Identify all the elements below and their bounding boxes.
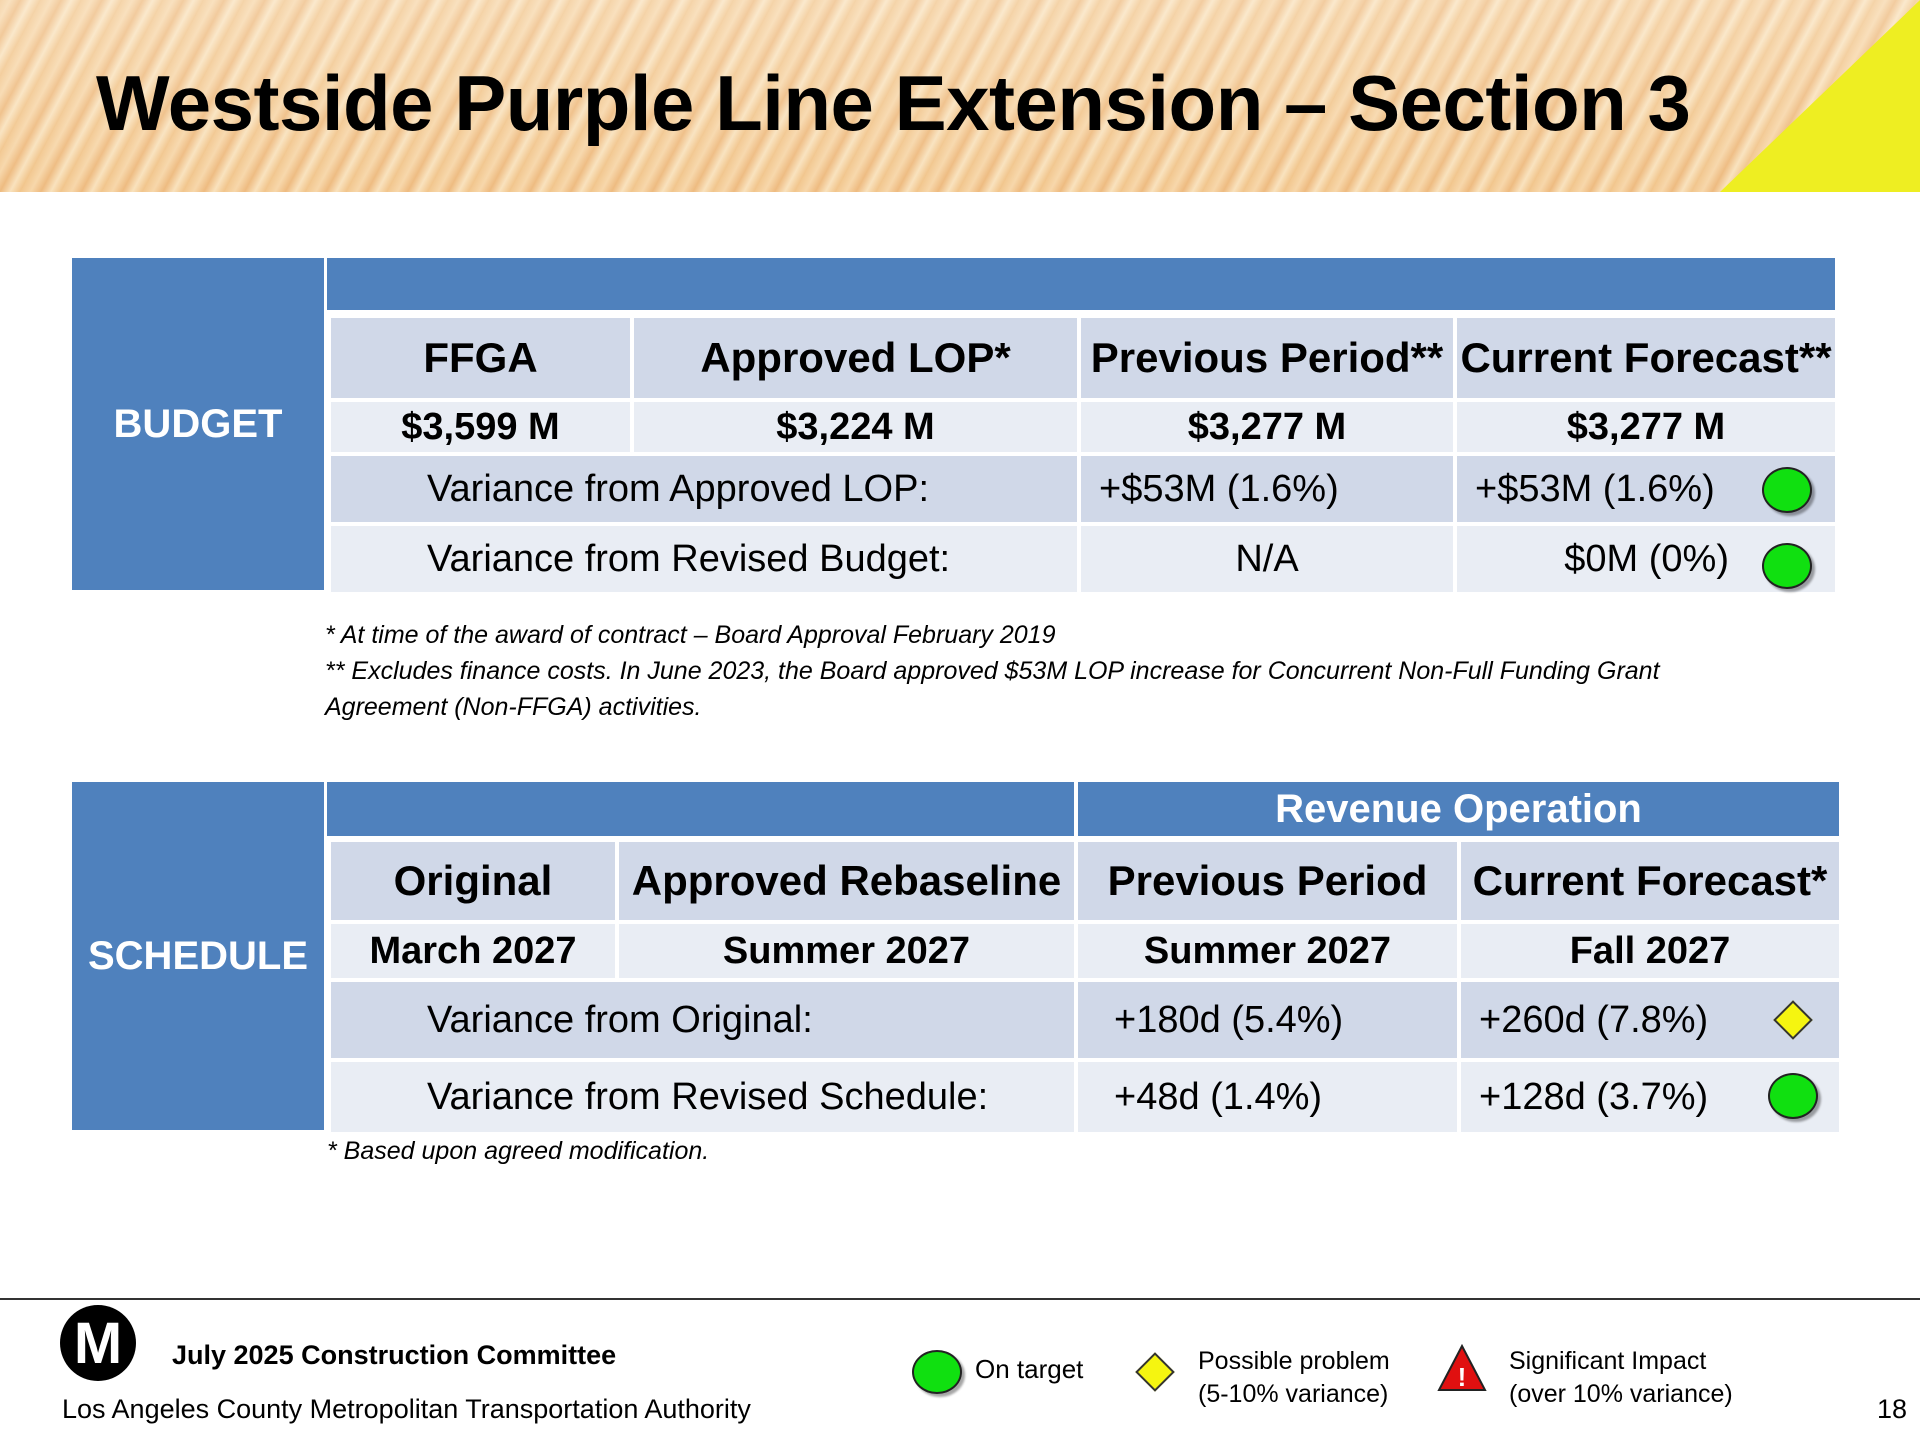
budget-value-ffga: $3,599 M: [331, 402, 630, 452]
budget-value-previous-period: $3,277 M: [1081, 402, 1453, 452]
budget-footnote-2: ** Excludes finance costs. In June 2023,…: [325, 657, 1660, 685]
schedule-header-current-forecast: Current Forecast*: [1461, 842, 1839, 920]
budget-label: BUDGET: [72, 258, 324, 590]
committee-title: July 2025 Construction Committee: [172, 1340, 617, 1370]
legend-possible-problem-detail: (5-10% variance): [1198, 1380, 1389, 1408]
schedule-value-approved-rebaseline: Summer 2027: [619, 924, 1074, 978]
header-banner: [0, 0, 1920, 192]
footer-divider: [0, 1298, 1920, 1300]
schedule-header-previous-period: Previous Period: [1078, 842, 1457, 920]
budget-footnote-1: * At time of the award of contract – Boa…: [325, 621, 1056, 649]
on-target-circle-icon: [1762, 543, 1812, 589]
budget-top-bar: [327, 258, 1835, 310]
legend-significant-impact-detail: (over 10% variance): [1509, 1380, 1733, 1408]
budget-header-approved-lop: Approved LOP*: [634, 318, 1077, 398]
schedule-variance-label: Variance from Original:: [331, 982, 1074, 1058]
budget-variance-current: +$53M (1.6%): [1457, 456, 1835, 522]
page-number: 18: [1877, 1394, 1908, 1424]
legend-on-target: On target: [975, 1354, 1084, 1384]
budget-header-ffga: FFGA: [331, 318, 630, 398]
budget-value-approved-lop: $3,224 M: [634, 402, 1077, 452]
budget-footnote-3: Agreement (Non-FFGA) activities.: [325, 693, 702, 721]
budget-header-current-forecast: Current Forecast**: [1457, 318, 1835, 398]
schedule-variance-previous: +180d (5.4%): [1078, 982, 1457, 1058]
metro-logo: M: [60, 1305, 136, 1381]
schedule-variance-previous: +48d (1.4%): [1078, 1062, 1457, 1132]
page-title: Westside Purple Line Extension – Section…: [96, 59, 1691, 147]
schedule-label: SCHEDULE: [72, 782, 324, 1130]
legend-red-triangle-icon: !: [1437, 1344, 1487, 1392]
budget-variance-label: Variance from Revised Budget:: [331, 526, 1077, 592]
budget-variance-label: Variance from Approved LOP:: [331, 456, 1077, 522]
on-target-circle-icon: [1768, 1073, 1818, 1119]
schedule-header-approved-rebaseline: Approved Rebaseline: [619, 842, 1074, 920]
schedule-variance-label: Variance from Revised Schedule:: [331, 1062, 1074, 1132]
legend-possible-problem: Possible problem: [1198, 1347, 1390, 1375]
svg-text:!: !: [1458, 1362, 1467, 1392]
schedule-header-original: Original: [331, 842, 615, 920]
on-target-circle-icon: [1762, 467, 1812, 513]
legend-significant-impact: Significant Impact: [1509, 1347, 1707, 1375]
legend-green-circle-icon: [912, 1350, 962, 1394]
banner-texture: [0, 0, 1920, 192]
budget-value-current-forecast: $3,277 M: [1457, 402, 1835, 452]
schedule-footnote: * Based upon agreed modification.: [327, 1137, 710, 1165]
banner-corner-accent: [1720, 0, 1920, 192]
schedule-group-header: Revenue Operation: [1078, 782, 1839, 836]
agency-name: Los Angeles County Metropolitan Transpor…: [62, 1394, 751, 1424]
schedule-value-original: March 2027: [331, 924, 615, 978]
schedule-value-previous-period: Summer 2027: [1078, 924, 1457, 978]
schedule-top-bar: [327, 782, 1074, 836]
schedule-value-current-forecast: Fall 2027: [1461, 924, 1839, 978]
budget-variance-previous: N/A: [1081, 526, 1453, 592]
budget-header-previous-period: Previous Period**: [1081, 318, 1453, 398]
budget-variance-previous: +$53M (1.6%): [1081, 456, 1453, 522]
legend-yellow-diamond-icon: [1135, 1352, 1175, 1392]
